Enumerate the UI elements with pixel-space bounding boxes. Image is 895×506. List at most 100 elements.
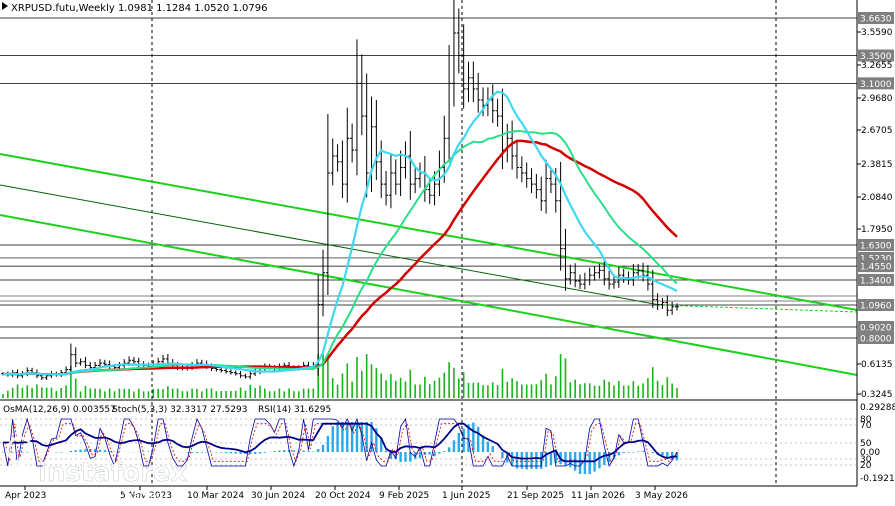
- volume-bar-75: [365, 354, 368, 398]
- osma-bar-97: [472, 422, 475, 452]
- osma-bar-52: [253, 452, 257, 454]
- osma-bar-30: [147, 451, 150, 452]
- volume-bar-112: [545, 373, 547, 398]
- price-tick-label-8: 0.3245: [861, 390, 893, 400]
- level-tag-9: [858, 332, 894, 344]
- osma-bar-47: [229, 452, 233, 454]
- volume-bar-111: [540, 380, 543, 398]
- osma-bar-85: [413, 452, 417, 459]
- volume-bar-91: [443, 372, 446, 398]
- volume-bar-41: [201, 391, 203, 398]
- volume-bar-122: [593, 385, 596, 398]
- osc-axis-label-7: -0.19214: [860, 474, 895, 484]
- osma-bar-120: [583, 452, 587, 474]
- volume-bar-65: [317, 354, 319, 398]
- osma-bar-77: [375, 428, 378, 452]
- osma-bar-54: [263, 452, 267, 453]
- volume-bar-124: [603, 379, 606, 398]
- osma-bar-91: [443, 451, 446, 452]
- trend-channel: [0, 153, 858, 376]
- volume-bar-94: [457, 378, 460, 398]
- volume-bar-54: [264, 388, 266, 398]
- volume-bar-17: [84, 386, 87, 398]
- osma-bar-51: [249, 452, 252, 455]
- osma-bar-126: [612, 452, 616, 459]
- osma-bar-137: [666, 452, 669, 458]
- osma-bar-95: [462, 428, 465, 452]
- volume-bar-27: [133, 391, 135, 398]
- volume-bar-80: [390, 374, 392, 398]
- osma-bar-86: [418, 452, 422, 459]
- symbol-triangle-icon: [2, 2, 8, 10]
- volume-bar-50: [244, 390, 247, 398]
- level-tag-8: [858, 321, 894, 333]
- volume-bar-8: [40, 387, 43, 398]
- trendline-upper: [0, 153, 858, 311]
- volume-bar-126: [613, 385, 615, 398]
- osma-bar-107: [520, 452, 524, 469]
- osma-bar-73: [355, 422, 359, 452]
- osma-bar-116: [564, 452, 567, 466]
- osma-bar-110: [535, 452, 538, 470]
- price-tick-label-5: 2.0840: [861, 193, 893, 203]
- volume-bar-45: [220, 391, 223, 398]
- volume-bar-136: [661, 385, 664, 398]
- symbol-header: XRPUSD.futu,Weekly 1.0981 1.1284 1.0520 …: [11, 3, 267, 14]
- osma-bar-67: [326, 435, 330, 452]
- volume-bar-53: [259, 385, 261, 398]
- osma-bar-41: [200, 452, 204, 453]
- volume-bar-29: [142, 391, 145, 398]
- osma-bar-109: [530, 452, 533, 469]
- volume-bar-86: [419, 384, 421, 398]
- volume-bar-10: [50, 387, 53, 398]
- trendline-mid: [0, 184, 661, 306]
- trendline-lower: [0, 214, 858, 376]
- volume-bar-129: [627, 385, 630, 398]
- osma-bar-83: [404, 452, 407, 462]
- volume-bar-3: [16, 384, 19, 398]
- volume-bar-57: [278, 388, 281, 398]
- volume-bar-67: [327, 354, 329, 398]
- trendline-mid-ext: [659, 304, 858, 313]
- volume-bar-56: [273, 391, 276, 398]
- volume-bar-49: [239, 387, 242, 398]
- volume-bar-23: [113, 391, 116, 398]
- osma-bar-49: [239, 452, 242, 454]
- osma-bar-106: [515, 452, 519, 469]
- osma-bar-129: [627, 452, 630, 453]
- volume-bar-90: [438, 377, 441, 398]
- osma-bar-131: [637, 451, 640, 452]
- volume-bar-60: [293, 391, 295, 398]
- volume-bar-47: [230, 390, 232, 398]
- volume-bar-88: [428, 384, 431, 398]
- osma-bar-58: [283, 450, 286, 452]
- volume-bar-12: [60, 387, 62, 398]
- osma-bar-111: [540, 452, 543, 469]
- volume-bar-42: [205, 388, 208, 398]
- watermark-tagline: Instant Forex Trading: [48, 489, 164, 502]
- level-tag-6: [858, 274, 894, 286]
- volume-bar-100: [487, 385, 489, 398]
- volume-bar-101: [491, 382, 494, 398]
- volume-bar-119: [579, 384, 581, 398]
- volume-bar-0: [2, 394, 4, 398]
- osma-bar-79: [384, 450, 388, 452]
- osma-bar-5: [26, 452, 29, 453]
- volume-bar-44: [215, 391, 218, 398]
- osma-bar-89: [433, 452, 436, 457]
- volume-bar-133: [647, 378, 649, 398]
- osma-bar-112: [544, 452, 548, 467]
- osma-bar-127: [617, 452, 621, 456]
- volume-bar-48: [234, 390, 237, 398]
- time-label-2: 10 Mar 2024: [187, 491, 244, 501]
- volume-bar-21: [104, 391, 106, 398]
- time-label-0: Apr 2023: [5, 491, 46, 501]
- volume-bar-85: [414, 384, 416, 398]
- level-tag-label-4: 1.5230: [860, 254, 892, 264]
- volume-bar-104: [506, 381, 509, 398]
- volume-bar-55: [268, 391, 271, 398]
- volume-bar-1: [7, 390, 9, 398]
